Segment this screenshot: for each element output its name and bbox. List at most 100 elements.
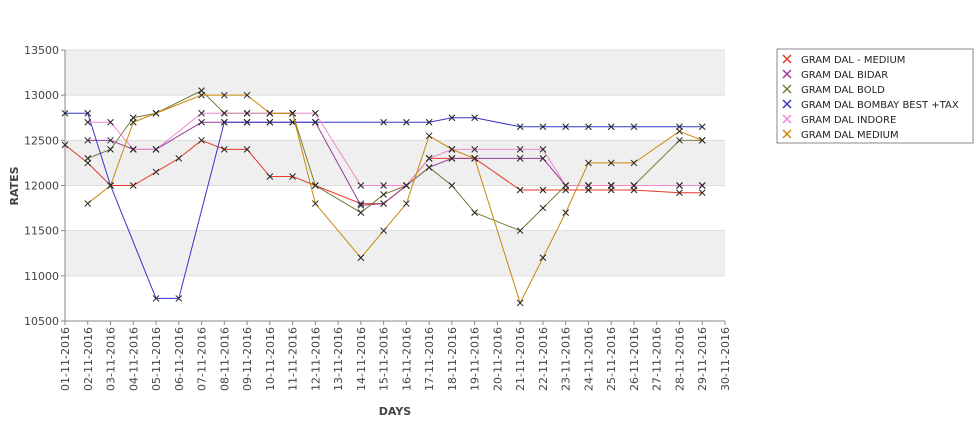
x-tick-label: 10-11-2016 xyxy=(264,327,277,391)
data-point xyxy=(676,136,683,144)
data-point xyxy=(129,146,137,153)
legend-label: GRAM DAL BIDAR xyxy=(801,70,888,81)
data-point xyxy=(585,182,592,189)
data-point xyxy=(585,123,592,131)
y-tick-label: 12000 xyxy=(24,180,59,193)
data-point xyxy=(539,155,547,162)
x-tick-label: 01-11-2016 xyxy=(59,327,72,391)
data-point xyxy=(107,146,114,153)
x-tick-label: 06-11-2016 xyxy=(173,327,186,391)
x-tick-label: 07-11-2016 xyxy=(196,327,209,391)
x-tick-label: 14-11-2016 xyxy=(355,327,368,391)
data-point xyxy=(311,182,319,189)
data-point xyxy=(129,118,137,126)
x-tick-label: 09-11-2016 xyxy=(241,327,254,391)
data-point xyxy=(84,109,92,117)
data-point xyxy=(607,182,615,189)
plot-area xyxy=(65,50,725,321)
data-point xyxy=(403,200,410,207)
data-point xyxy=(107,136,114,144)
x-tick-label: 18-11-2016 xyxy=(446,327,459,391)
x-tick-label: 08-11-2016 xyxy=(218,327,231,391)
x-tick-label: 26-11-2016 xyxy=(628,327,641,391)
data-point xyxy=(630,159,638,167)
series-6 xyxy=(84,91,706,307)
legend-marker xyxy=(782,99,792,109)
data-point xyxy=(84,155,92,162)
x-tick-label: 30-11-2016 xyxy=(719,327,732,391)
x-tick-label: 24-11-2016 xyxy=(582,327,595,391)
data-point xyxy=(220,91,228,99)
data-point xyxy=(243,118,251,126)
data-point xyxy=(425,132,433,140)
x-tick-label: 29-11-2016 xyxy=(696,327,709,391)
plot-band xyxy=(65,185,725,231)
data-point xyxy=(357,209,365,216)
data-point xyxy=(676,127,683,135)
data-point xyxy=(698,182,706,189)
y-tick-label: 11500 xyxy=(24,225,59,238)
x-tick-label: 11-11-2016 xyxy=(287,327,300,391)
x-tick-label: 02-11-2016 xyxy=(82,327,95,391)
data-point xyxy=(539,123,547,131)
legend-item: GRAM DAL - MEDIUM xyxy=(782,54,905,66)
x-tick-label: 22-11-2016 xyxy=(537,327,550,391)
data-point xyxy=(220,118,228,126)
x-tick-label: 28-11-2016 xyxy=(673,327,686,391)
data-point xyxy=(61,141,69,149)
data-point xyxy=(471,114,479,122)
series-line xyxy=(87,94,703,305)
data-point xyxy=(243,146,251,153)
x-tick-label: 16-11-2016 xyxy=(400,327,413,391)
data-point xyxy=(698,136,706,144)
data-point xyxy=(539,186,547,194)
x-tick-label: 04-11-2016 xyxy=(127,327,140,391)
y-tick-labels: 10500 11000 11500 12000 12500 13000 13500 xyxy=(24,44,65,328)
y-tick-label: 13000 xyxy=(24,89,59,102)
plot-band xyxy=(65,50,725,96)
data-point xyxy=(380,227,387,235)
data-point xyxy=(607,159,615,167)
data-point xyxy=(357,254,365,262)
data-point xyxy=(107,182,114,189)
data-point xyxy=(289,173,296,180)
data-point xyxy=(289,109,296,117)
data-point xyxy=(198,136,205,144)
data-point xyxy=(630,123,638,131)
data-point xyxy=(198,109,205,117)
data-point xyxy=(403,182,410,189)
data-point xyxy=(471,209,479,216)
data-point xyxy=(425,164,433,171)
series-layer xyxy=(61,87,706,307)
data-point xyxy=(516,146,524,153)
data-point xyxy=(516,123,524,131)
data-point xyxy=(698,123,706,131)
data-point xyxy=(220,146,228,153)
plot-band xyxy=(65,230,725,276)
legend-label: GRAM DAL BOMBAY BEST +TAX xyxy=(801,100,959,111)
legend-marker xyxy=(782,69,792,79)
data-point xyxy=(152,168,160,176)
data-point xyxy=(311,118,319,126)
legend-item: GRAM DAL INDORE xyxy=(782,114,896,126)
series-line xyxy=(87,112,703,186)
x-tick-label: 25-11-2016 xyxy=(605,327,618,391)
legend-marker xyxy=(782,54,792,64)
data-point xyxy=(380,191,387,198)
legend-marker xyxy=(782,129,792,139)
data-point xyxy=(607,123,615,131)
x-tick-label: 17-11-2016 xyxy=(423,327,436,391)
x-tick-label: 15-11-2016 xyxy=(378,327,391,391)
data-point xyxy=(266,173,274,180)
data-point xyxy=(448,155,456,162)
data-point xyxy=(380,182,387,189)
legend-item: GRAM DAL BOLD xyxy=(782,84,885,96)
data-point xyxy=(448,182,456,189)
legend-item: GRAM DAL MEDIUM xyxy=(782,129,899,141)
data-point xyxy=(243,91,251,99)
data-point xyxy=(562,209,570,216)
data-point xyxy=(539,204,547,212)
data-point xyxy=(152,109,160,117)
data-point xyxy=(175,155,183,162)
